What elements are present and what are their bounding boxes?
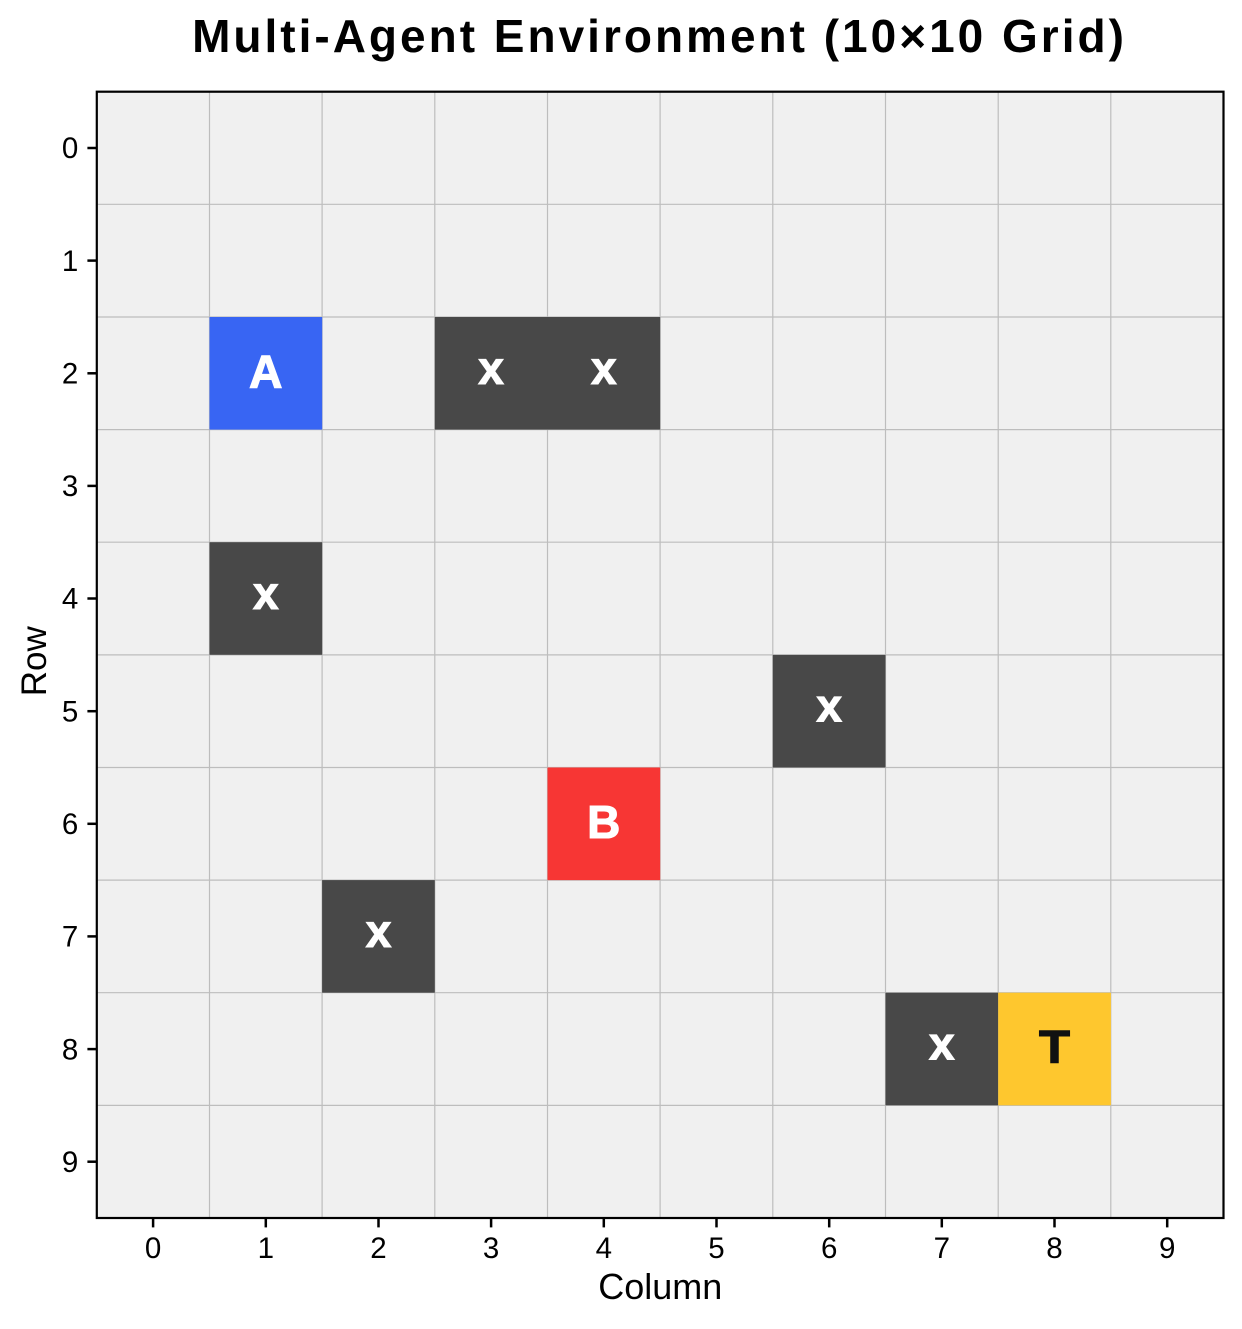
svg-text:2: 2 xyxy=(62,358,78,391)
svg-text:1: 1 xyxy=(62,245,78,278)
svg-text:6: 6 xyxy=(821,1232,837,1265)
svg-text:5: 5 xyxy=(708,1232,724,1265)
svg-text:0: 0 xyxy=(62,132,78,165)
svg-text:T: T xyxy=(1039,1021,1070,1073)
svg-text:0: 0 xyxy=(145,1232,161,1265)
svg-text:2: 2 xyxy=(370,1232,386,1265)
svg-text:x: x xyxy=(366,905,392,957)
svg-text:9: 9 xyxy=(1159,1232,1175,1265)
svg-text:7: 7 xyxy=(934,1232,950,1265)
svg-text:9: 9 xyxy=(62,1146,78,1179)
svg-text:x: x xyxy=(929,1018,955,1070)
svg-text:x: x xyxy=(591,342,617,394)
svg-text:8: 8 xyxy=(62,1033,78,1066)
svg-text:x: x xyxy=(816,680,842,732)
svg-text:4: 4 xyxy=(62,583,78,616)
svg-text:Column: Column xyxy=(598,1266,722,1307)
svg-text:4: 4 xyxy=(596,1232,612,1265)
svg-text:5: 5 xyxy=(62,695,78,728)
svg-text:3: 3 xyxy=(483,1232,499,1265)
svg-text:x: x xyxy=(478,342,504,394)
svg-text:7: 7 xyxy=(62,921,78,954)
svg-text:Multi-Agent Environment (10×10: Multi-Agent Environment (10×10 Grid) xyxy=(192,10,1127,62)
svg-text:3: 3 xyxy=(62,470,78,503)
svg-text:A: A xyxy=(249,345,283,397)
svg-text:1: 1 xyxy=(258,1232,274,1265)
svg-text:x: x xyxy=(253,567,279,619)
svg-text:6: 6 xyxy=(62,808,78,841)
svg-text:B: B xyxy=(587,796,620,848)
svg-text:8: 8 xyxy=(1046,1232,1062,1265)
svg-text:Row: Row xyxy=(15,625,54,696)
